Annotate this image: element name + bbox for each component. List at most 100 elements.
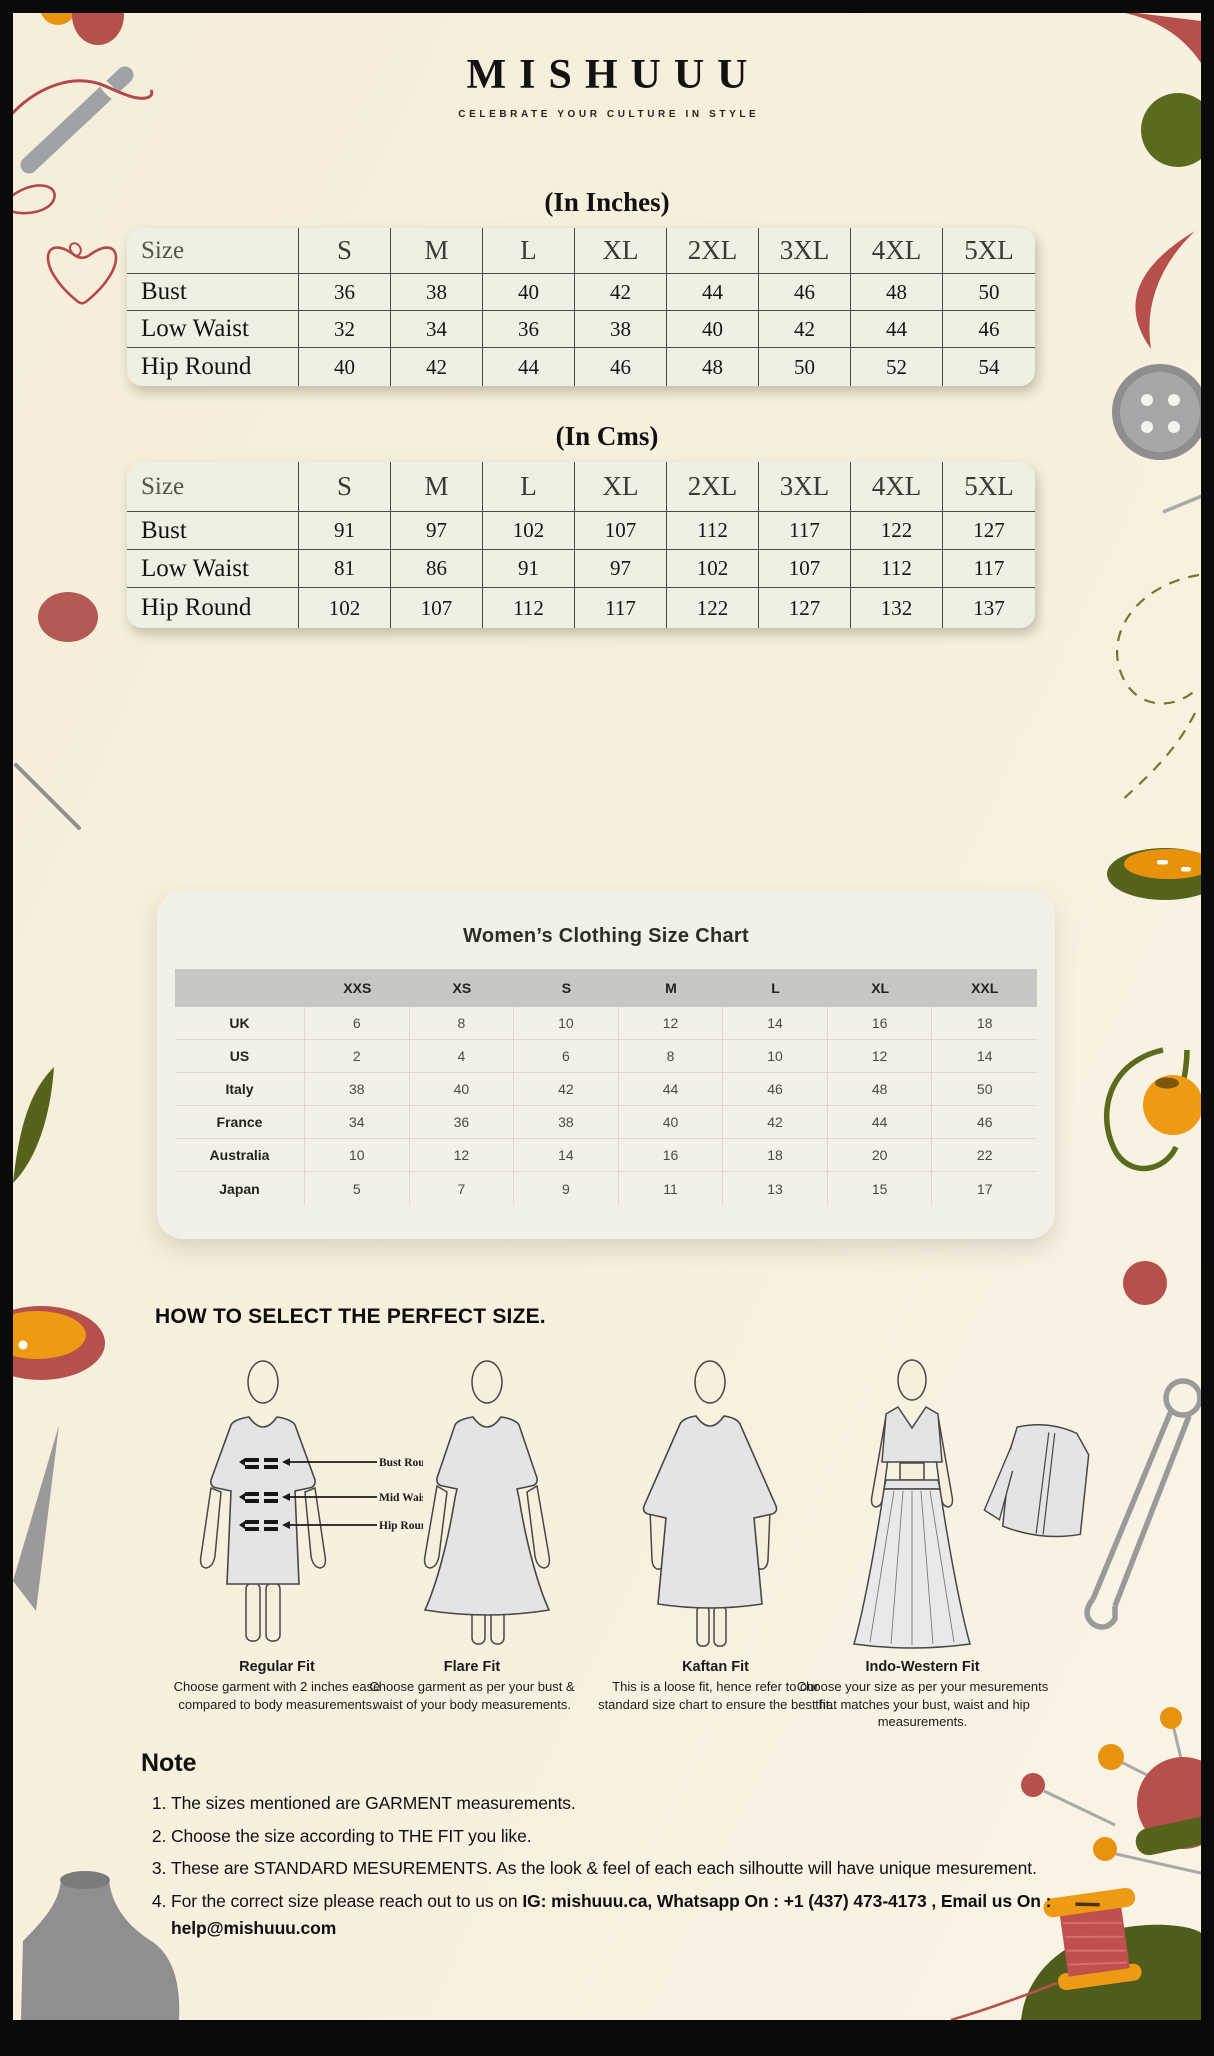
size-column-header: XL <box>575 462 667 512</box>
womens-size-value: 42 <box>723 1106 828 1139</box>
womens-size-value: 9 <box>514 1172 619 1205</box>
size-value-cell: 54 <box>978 354 1000 379</box>
size-value-cell: 112 <box>851 550 943 588</box>
womens-column-header: L <box>723 969 828 1007</box>
size-column-header: 4XL <box>851 462 943 512</box>
size-value-cell: 46 <box>575 348 667 386</box>
womens-size-value: 14 <box>514 1139 619 1172</box>
inches-table-title: (In Inches) <box>544 187 670 217</box>
indo-western-fit-caption: Indo-Western Fit Choose your size as per… <box>795 1659 1050 1731</box>
fit-description: Choose garment as per your bust & waist … <box>369 1679 575 1712</box>
womens-size-value: 20 <box>827 1139 933 1172</box>
size-value-cell: 117 <box>759 512 851 550</box>
womens-size-chart-card: Women’s Clothing Size Chart XXS XS S M L XL XX… <box>157 891 1055 1239</box>
size-value-cell: 112 <box>667 512 759 550</box>
size-value-cell: 50 <box>759 348 851 386</box>
fit-name: Indo-Western Fit <box>865 1659 980 1675</box>
womens-region-label: Australia <box>175 1139 305 1172</box>
cms-table-title: (In Cms) <box>555 421 659 451</box>
measurement-row-label: Low Waist <box>127 311 299 348</box>
womens-size-value: 10 <box>305 1139 410 1172</box>
size-column-header: XL <box>575 228 667 274</box>
size-value-cell: 127 <box>943 512 1035 550</box>
size-value-cell: 48 <box>851 274 943 311</box>
womens-size-value: 46 <box>723 1073 828 1106</box>
size-value-cell: 81 <box>299 550 391 588</box>
regular-fit-figure: Bust Round Mid Waist Hip Round <box>199 1360 423 1642</box>
flare-fit-caption: Flare Fit Choose garment as per your bus… <box>362 1659 582 1713</box>
womens-size-value: 48 <box>827 1073 933 1106</box>
size-value-cell: 132 <box>851 588 943 628</box>
womens-size-value: 14 <box>932 1040 1037 1073</box>
note-list: The sizes mentioned are GARMENT measurem… <box>141 1790 1076 1943</box>
size-value-cell: 40 <box>667 311 759 348</box>
size-value-cell: 97 <box>391 512 483 550</box>
womens-size-table: XXS XS S M L XL XXL UK 6 8 10 12 14 16 18 US 2 4 6 8 10 12 14 I… <box>175 969 1037 1205</box>
hip-round-annotation: Hip Round <box>379 1520 423 1532</box>
note-item: For the correct size please reach out to… <box>171 1888 1076 1943</box>
size-value-cell: 32 <box>299 311 391 348</box>
womens-size-value: 40 <box>618 1106 724 1139</box>
womens-region-label: UK <box>175 1007 305 1040</box>
size-value-cell: 117 <box>575 588 667 628</box>
size-value-cell: 122 <box>667 588 759 628</box>
womens-column-header: XXL <box>932 969 1037 1007</box>
note-item: The sizes mentioned are GARMENT measurem… <box>171 1790 1076 1818</box>
womens-size-value: 17 <box>976 1180 993 1197</box>
womens-size-value: 11 <box>619 1172 724 1205</box>
womens-column-header: M <box>618 969 724 1007</box>
womens-size-value: 16 <box>618 1139 724 1172</box>
womens-column-header: S <box>514 969 619 1007</box>
size-value-cell: 36 <box>483 311 575 348</box>
fit-section-heading: HOW TO SELECT THE PERFECT SIZE. <box>155 1305 546 1328</box>
size-value-cell: 102 <box>667 550 759 588</box>
fit-description: Choose garment with 2 inches ease compar… <box>173 1679 381 1712</box>
size-value-cell: 46 <box>759 274 851 311</box>
flare-fit-figure <box>423 1360 551 1645</box>
womens-size-value: 4 <box>409 1040 515 1073</box>
womens-size-value: 13 <box>723 1172 828 1205</box>
size-column-header: S <box>299 462 391 512</box>
womens-size-value: 16 <box>827 1007 933 1040</box>
measurement-row-label: Low Waist <box>127 550 299 588</box>
size-value-cell: 34 <box>391 311 483 348</box>
size-value-cell: 40 <box>483 274 575 311</box>
fit-description: This is a loose fit, hence refer to our … <box>598 1679 833 1712</box>
size-column-header: 4XL <box>851 228 943 274</box>
womens-size-value: 14 <box>723 1007 828 1040</box>
womens-size-value: 44 <box>827 1106 933 1139</box>
womens-size-value: 6 <box>514 1040 619 1073</box>
size-corner-header: Size <box>127 462 299 512</box>
regular-fit-caption: Regular Fit Choose garment with 2 inches… <box>167 1659 387 1713</box>
size-value-cell: 91 <box>299 512 391 550</box>
womens-size-value: 44 <box>618 1073 724 1106</box>
size-value-cell: 102 <box>299 588 391 628</box>
fit-name: Regular Fit <box>239 1659 315 1675</box>
size-column-header: 2XL <box>667 228 759 274</box>
womens-size-value: 36 <box>409 1106 515 1139</box>
womens-size-value: 2 <box>305 1040 410 1073</box>
womens-column-header: XL <box>827 969 933 1007</box>
size-value-cell: 86 <box>391 550 483 588</box>
size-value-cell: 46 <box>943 311 1035 348</box>
womens-size-value: 50 <box>932 1073 1037 1106</box>
size-value-cell: 91 <box>483 550 575 588</box>
size-column-header: 5XL <box>943 462 1035 512</box>
size-value-cell: 42 <box>391 348 483 386</box>
womens-size-value: 6 <box>305 1007 410 1040</box>
womens-size-value: 15 <box>828 1172 933 1205</box>
measurement-row-label: Bust <box>127 512 299 550</box>
note-heading: Note <box>141 1749 197 1777</box>
size-value-cell: 122 <box>851 512 943 550</box>
womens-size-value: 46 <box>932 1106 1037 1139</box>
fit-description: Choose your size as per your mesurements… <box>796 1679 1049 1729</box>
note-item: Choose the size according to THE FIT you… <box>171 1823 1076 1851</box>
size-value-cell: 38 <box>575 311 667 348</box>
note-item-prefix: For the correct size please reach out to… <box>171 1890 523 1911</box>
size-column-header: 2XL <box>667 462 759 512</box>
size-value-cell: 137 <box>973 595 1005 620</box>
womens-region-label: France <box>175 1106 305 1139</box>
size-value-cell: 48 <box>667 348 759 386</box>
womens-region-label: US <box>175 1040 305 1073</box>
cms-size-table: Size S M L XL 2XL 3XL 4XL 5XL Bust 91 97 102 107 112 11… <box>127 462 1035 628</box>
